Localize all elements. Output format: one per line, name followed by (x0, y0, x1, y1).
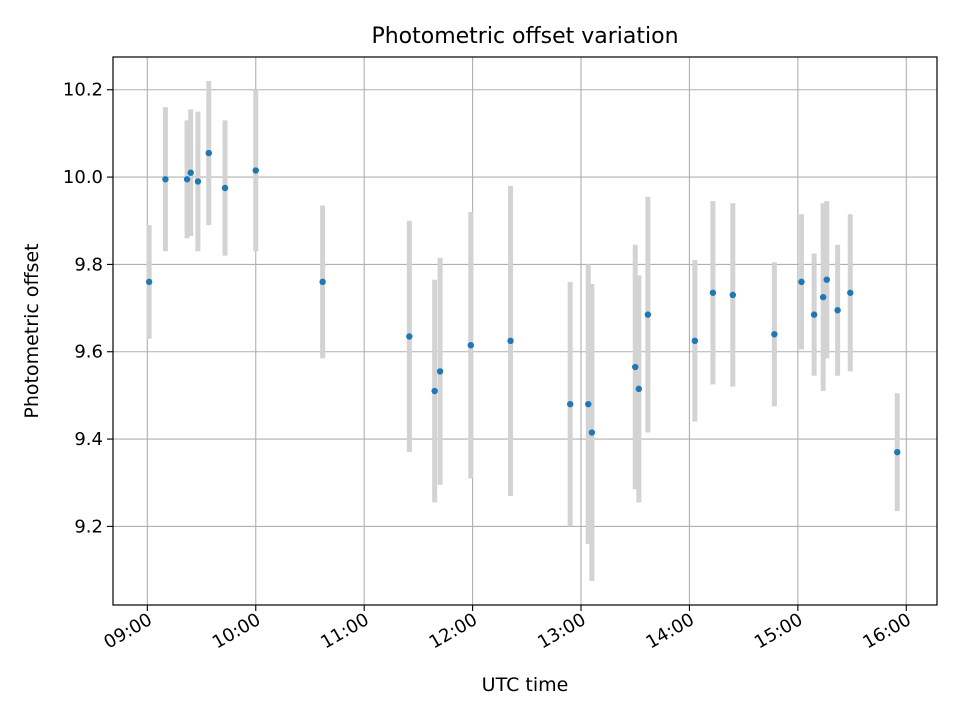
data-point (194, 178, 202, 185)
x-tick-label: 12:00 (426, 609, 481, 653)
x-tick-label: 15:00 (751, 609, 806, 653)
x-axis-label: UTC time (482, 674, 569, 696)
data-point (205, 149, 212, 157)
y-tick-label: 9.6 (74, 342, 103, 363)
data-point (709, 289, 717, 296)
data-point (632, 363, 639, 371)
data-point (644, 311, 652, 318)
data-point (847, 289, 854, 296)
y-tick-label: 9.8 (74, 254, 103, 275)
x-tick-label: 11:00 (317, 609, 372, 653)
x-tick-label: 14:00 (643, 609, 698, 653)
data-point (436, 368, 444, 375)
data-point (771, 331, 778, 338)
grid (113, 57, 937, 605)
x-tick-label: 13:00 (534, 609, 589, 653)
plot-frame (112, 56, 938, 606)
y-axis-label: Photometric offset (21, 243, 43, 418)
data-point (585, 400, 592, 408)
data-point (894, 448, 901, 456)
data-point (221, 184, 229, 192)
data-point (798, 278, 805, 286)
y-tick-label: 9.2 (74, 516, 103, 537)
data-point (729, 291, 737, 299)
data-point (467, 341, 474, 349)
data-point (145, 278, 153, 286)
data-point (507, 337, 514, 345)
data-point (183, 176, 191, 183)
data-point (823, 276, 830, 283)
data-point (834, 307, 841, 314)
data-point (635, 385, 643, 393)
data-point (319, 278, 326, 286)
y-tick-label: 10.0 (63, 167, 103, 188)
data-point (819, 293, 827, 301)
data-point (187, 169, 194, 176)
error-bars (146, 81, 900, 581)
data-point (406, 333, 413, 340)
x-axis-ticks: 09:00 10:00 11:00 12:00 13:00 14:00 15:00 16:00 (100, 605, 915, 653)
x-tick-label: 10:00 (209, 609, 264, 653)
data-point (566, 400, 574, 408)
data-point (588, 429, 596, 436)
data-points (145, 149, 901, 456)
chart-title: Photometric offset variation (371, 24, 678, 49)
y-tick-label: 10.2 (63, 80, 103, 101)
data-point (162, 176, 169, 183)
y-tick-label: 9.4 (74, 429, 103, 450)
y-axis-ticks: 9.2 9.4 9.6 9.8 10.0 10.2 (63, 80, 113, 537)
data-point (252, 167, 259, 174)
x-tick-label: 16:00 (859, 609, 914, 653)
data-point (810, 311, 818, 318)
data-point (691, 337, 699, 345)
x-tick-label: 09:00 (100, 609, 155, 653)
data-point (431, 387, 438, 395)
